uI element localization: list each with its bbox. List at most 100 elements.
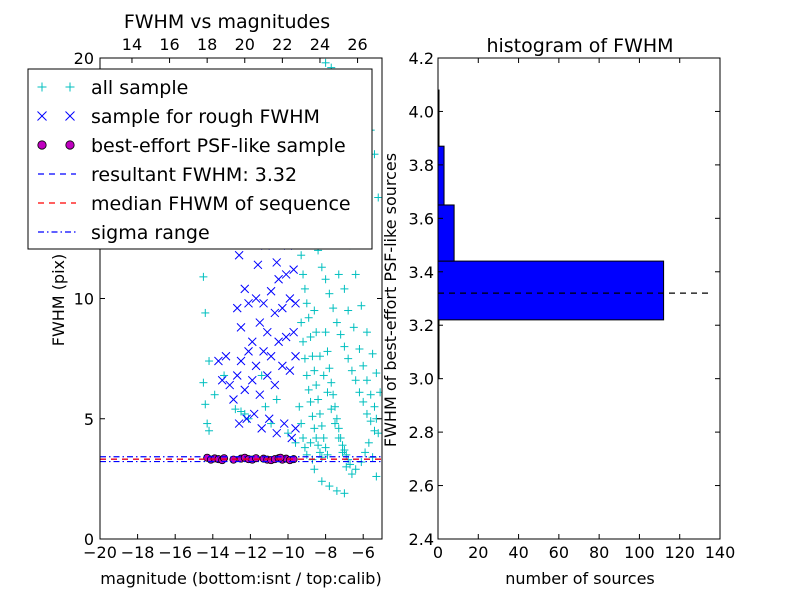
- series-1-point-51-b: [274, 337, 283, 347]
- series-0-point-90: [323, 388, 332, 397]
- series-1-point-60-b: [257, 424, 267, 433]
- series-1-point-43: [244, 347, 253, 356]
- left-top-tick-label-5: 24: [310, 35, 330, 54]
- left-x-axis-label: magnitude (bottom:isnt / top:calib): [100, 569, 381, 588]
- series-1-point-23-b: [251, 294, 261, 303]
- series-0-point-123: [319, 433, 328, 442]
- series-2-point-21: [276, 453, 285, 462]
- series-1-point-39: [229, 395, 238, 404]
- series-1-point-48: [262, 371, 272, 380]
- legend-marker-b-0: [65, 82, 75, 92]
- series-1-point-33-b: [289, 265, 298, 274]
- series-1-point-23: [251, 294, 261, 303]
- series-0-point-121: [315, 409, 324, 418]
- series-1-point-57: [234, 419, 244, 428]
- right-x-tick-label-1: 20: [468, 543, 488, 562]
- series-1-point-18: [232, 303, 242, 313]
- series-0-point-137: [357, 301, 366, 310]
- series-1-point-50-b: [270, 380, 280, 390]
- series-0-point-14: [261, 402, 270, 411]
- series-0-point-40: [362, 409, 371, 418]
- series-0-point-57: [299, 433, 308, 442]
- series-1-point-27-b: [266, 286, 276, 296]
- series-1-point-26-b: [262, 327, 272, 337]
- series-0: [199, 58, 382, 498]
- series-1-point-25: [259, 298, 268, 308]
- series-0-point-79: [355, 345, 364, 354]
- series-1-point-38-b: [225, 380, 235, 390]
- series-0-point-52: [314, 441, 323, 450]
- series-1-point-64: [287, 433, 297, 443]
- series-0-point-76: [340, 284, 349, 293]
- series-0-point-109: [340, 489, 349, 498]
- series-0-point-82: [366, 390, 375, 399]
- series-1-point-54-b: [285, 366, 295, 376]
- series-0-point-62: [325, 364, 334, 373]
- series-1-point-1-b: [234, 250, 244, 260]
- series-1-point-37-b: [221, 351, 231, 361]
- left-top-tick-label-0: 14: [122, 35, 142, 54]
- right-y-axis-label: FWHM of best-effort PSF-like sources: [381, 153, 400, 447]
- series-0-point-77: [344, 306, 353, 315]
- series-0-point-112: [299, 270, 308, 279]
- series-1-point-31: [281, 270, 291, 279]
- right-x-tick-label-4: 80: [589, 543, 609, 562]
- series-1-point-22-b: [247, 337, 257, 347]
- series-1-point-1: [234, 250, 244, 260]
- left-y-tick-label-1: 5: [84, 410, 94, 429]
- legend-marker-b-1: [65, 111, 75, 121]
- series-0-point-47: [304, 385, 313, 394]
- left-x-tick-label-6: −8: [314, 543, 338, 562]
- series-0-point-92: [331, 419, 339, 428]
- series-0-point-7: [210, 390, 219, 399]
- series-0-point-59: [302, 450, 311, 459]
- series-0-point-0: [199, 272, 208, 281]
- series-1-point-56-b: [291, 351, 300, 361]
- series-0-point-66: [332, 414, 341, 423]
- series-0-point-1: [201, 308, 210, 317]
- legend-box: [27, 68, 373, 250]
- series-1-point-29-b: [274, 274, 283, 284]
- right-y-tick-label-7: 3.8: [409, 156, 434, 175]
- series-0-point-18: [291, 438, 300, 447]
- series-0-point-106: [317, 477, 326, 486]
- series-1-point-62-b: [272, 428, 282, 438]
- legend-entry-4: median FHWM of sequence: [38, 193, 351, 215]
- series-1-point-36-b: [217, 375, 227, 385]
- series-0-point-6: [205, 426, 214, 435]
- series-1-point-35: [214, 356, 223, 366]
- series-0-point-38: [355, 388, 364, 397]
- series-1-point-63: [279, 419, 289, 428]
- series-0-point-116: [306, 332, 315, 341]
- series-1-point-61-b: [264, 414, 274, 424]
- series-1-point-28-b: [270, 308, 280, 318]
- series-0-point-78: [349, 323, 358, 332]
- series-0-point-37: [351, 376, 360, 385]
- histogram-bar-2: [437, 204, 455, 262]
- legend: all sample sample for rough FWHM best-effo…: [27, 68, 373, 250]
- histogram-bars: [437, 89, 665, 380]
- legend-entry-0: all sample: [37, 77, 188, 99]
- series-0-point-35: [344, 354, 353, 363]
- left-top-tick-label-4: 22: [272, 35, 292, 54]
- right-y-tick-label-0: 2.4: [409, 530, 434, 549]
- series-1-point-20-b: [240, 284, 250, 294]
- series-1-point-52-b: [278, 361, 287, 371]
- series-0-point-53: [315, 448, 324, 457]
- series-0-point-61: [323, 347, 332, 356]
- series-0-point-16: [272, 395, 281, 404]
- series-0-point-140: [372, 369, 381, 378]
- series-1-point-11-b: [272, 258, 282, 267]
- series-1-point-27: [266, 286, 276, 296]
- legend-marker-a-1-b: [37, 111, 47, 121]
- series-0-point-138: [362, 328, 371, 337]
- series-0-point-34: [340, 342, 349, 351]
- series-1-point-45-b: [251, 361, 261, 371]
- right-x-tick-label-7: 140: [705, 543, 736, 562]
- series-1-point-19: [236, 323, 246, 332]
- right-y-tick-label-4: 3.2: [409, 316, 434, 335]
- series-0-point-4: [201, 400, 210, 409]
- series-1-point-32: [285, 294, 295, 303]
- right-y-tick-label-2: 2.8: [409, 423, 434, 442]
- left-x-tick-label-5: −10: [271, 543, 305, 562]
